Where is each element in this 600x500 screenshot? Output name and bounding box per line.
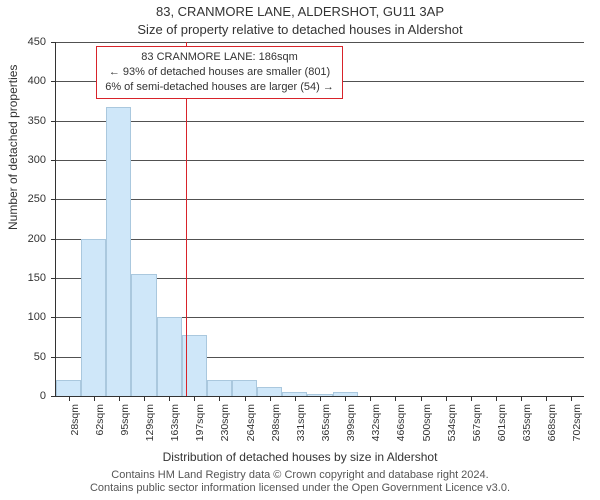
histogram-bar — [131, 274, 156, 396]
histogram-bar — [257, 387, 282, 396]
y-tick-label: 450 — [28, 36, 46, 48]
x-tick-mark — [496, 396, 497, 401]
y-tick-mark — [51, 317, 56, 318]
annotation-line-3: 6% of semi-detached houses are larger (5… — [105, 80, 334, 95]
x-tick-label: 95sqm — [119, 404, 131, 436]
x-tick-label: 163sqm — [169, 404, 181, 441]
x-tick-mark — [446, 396, 447, 401]
x-tick-mark — [144, 396, 145, 401]
y-tick-mark — [51, 81, 56, 82]
x-tick-label: 365sqm — [320, 404, 332, 441]
x-tick-mark — [521, 396, 522, 401]
x-tick-label: 230sqm — [219, 404, 231, 441]
y-tick-label: 0 — [40, 390, 46, 402]
y-tick-label: 200 — [28, 233, 46, 245]
x-tick-mark — [395, 396, 396, 401]
gridline — [56, 160, 584, 161]
x-tick-label: 197sqm — [194, 404, 206, 441]
y-tick-mark — [51, 199, 56, 200]
histogram-bar — [56, 380, 81, 396]
x-axis-label: Distribution of detached houses by size … — [0, 450, 600, 464]
x-tick-mark — [421, 396, 422, 401]
caption-line-1: Contains HM Land Registry data © Crown c… — [0, 469, 600, 483]
y-tick-mark — [51, 357, 56, 358]
y-tick-label: 150 — [28, 272, 46, 284]
y-tick-label: 50 — [34, 351, 46, 363]
x-tick-label: 331sqm — [295, 404, 307, 441]
chart-title: 83, CRANMORE LANE, ALDERSHOT, GU11 3AP — [0, 4, 600, 19]
x-tick-label: 129sqm — [144, 404, 156, 441]
histogram-bar — [232, 380, 257, 396]
x-tick-label: 466sqm — [395, 404, 407, 441]
annotation-box: 83 CRANMORE LANE: 186sqm← 93% of detache… — [96, 46, 343, 100]
histogram-bar — [207, 380, 232, 396]
x-tick-mark — [370, 396, 371, 401]
caption: Contains HM Land Registry data © Crown c… — [0, 469, 600, 497]
y-tick-label: 400 — [28, 75, 46, 87]
x-tick-label: 298sqm — [270, 404, 282, 441]
histogram-bar — [106, 107, 131, 396]
x-tick-mark — [245, 396, 246, 401]
x-tick-label: 264sqm — [245, 404, 257, 441]
plot-area: 05010015020025030035040045028sqm62sqm95s… — [56, 42, 584, 396]
y-tick-mark — [51, 42, 56, 43]
x-tick-mark — [546, 396, 547, 401]
y-tick-mark — [51, 239, 56, 240]
x-tick-mark — [320, 396, 321, 401]
annotation-line-1: 83 CRANMORE LANE: 186sqm — [105, 50, 334, 65]
x-tick-mark — [94, 396, 95, 401]
x-tick-label: 567sqm — [471, 404, 483, 441]
x-tick-mark — [471, 396, 472, 401]
chart-container: 83, CRANMORE LANE, ALDERSHOT, GU11 3AP S… — [0, 0, 600, 500]
x-tick-label: 28sqm — [69, 404, 81, 436]
y-tick-label: 300 — [28, 154, 46, 166]
annotation-line-2: ← 93% of detached houses are smaller (80… — [105, 65, 334, 80]
gridline — [56, 121, 584, 122]
gridline — [56, 199, 584, 200]
x-tick-label: 534sqm — [446, 404, 458, 441]
histogram-bar — [81, 239, 106, 396]
x-tick-mark — [69, 396, 70, 401]
x-tick-label: 500sqm — [421, 404, 433, 441]
y-tick-mark — [51, 160, 56, 161]
x-tick-label: 601sqm — [496, 404, 508, 441]
histogram-bar — [157, 317, 182, 396]
y-tick-label: 250 — [28, 193, 46, 205]
x-tick-mark — [571, 396, 572, 401]
x-tick-mark — [169, 396, 170, 401]
y-axis-label: Number of detached properties — [6, 65, 20, 230]
x-tick-mark — [345, 396, 346, 401]
x-tick-label: 702sqm — [571, 404, 583, 441]
x-tick-mark — [119, 396, 120, 401]
x-tick-mark — [270, 396, 271, 401]
y-tick-mark — [51, 396, 56, 397]
x-tick-mark — [295, 396, 296, 401]
y-tick-mark — [51, 278, 56, 279]
y-axis-line — [55, 42, 56, 396]
x-tick-mark — [194, 396, 195, 401]
x-tick-label: 635sqm — [521, 404, 533, 441]
y-tick-label: 350 — [28, 115, 46, 127]
x-tick-mark — [219, 396, 220, 401]
x-tick-label: 399sqm — [345, 404, 357, 441]
x-tick-label: 668sqm — [546, 404, 558, 441]
gridline — [56, 239, 584, 240]
gridline — [56, 42, 584, 43]
x-tick-label: 62sqm — [94, 404, 106, 436]
y-tick-mark — [51, 121, 56, 122]
caption-line-2: Contains public sector information licen… — [0, 482, 600, 496]
x-tick-label: 432sqm — [370, 404, 382, 441]
y-tick-label: 100 — [28, 311, 46, 323]
chart-subtitle: Size of property relative to detached ho… — [0, 22, 600, 37]
